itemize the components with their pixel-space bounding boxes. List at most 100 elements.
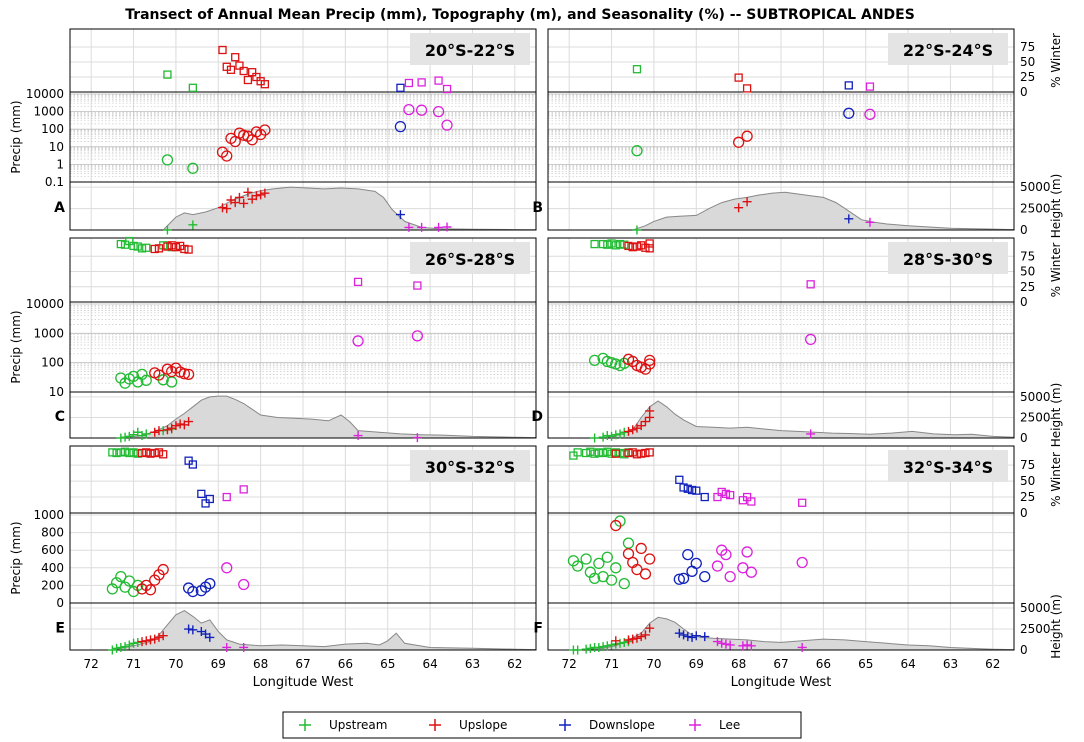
height-marker-upstream xyxy=(120,642,130,652)
height-marker-upslope xyxy=(171,421,181,431)
legend-marker-upslope xyxy=(429,719,441,731)
precip-tick-label: 0 xyxy=(56,596,64,610)
height-marker-upslope xyxy=(742,197,752,207)
winter-marker-downslope xyxy=(683,484,692,493)
x-tick-label: 70 xyxy=(168,657,183,671)
height-marker-lee xyxy=(746,641,756,651)
height-marker-downslope xyxy=(395,210,405,220)
height-marker-upslope xyxy=(154,632,164,642)
precip-marker-upstream xyxy=(580,553,592,565)
height-marker-upslope xyxy=(239,198,249,208)
panel-letter: B xyxy=(532,200,543,216)
winter-marker-upslope xyxy=(163,242,172,251)
x-tick-label: 65 xyxy=(380,657,395,671)
height-marker-upstream xyxy=(598,432,608,442)
winter-marker-downslope xyxy=(679,483,688,492)
precip-marker-downslope xyxy=(690,557,702,570)
precip-marker-upslope xyxy=(238,129,250,141)
winter-marker-upstream xyxy=(586,447,595,456)
winter-marker-upslope xyxy=(142,448,151,457)
precip-marker-downslope xyxy=(673,573,685,585)
panel-e: 30°S-32°S E 1000 800 600 400 200 0 Precip (mm) 72… xyxy=(9,445,537,690)
winter-marker-lee xyxy=(806,280,815,289)
panel-frame xyxy=(69,237,537,439)
terrain-profile xyxy=(548,191,1015,231)
x-tick-label: 66 xyxy=(338,657,353,671)
height-marker-downslope xyxy=(700,632,710,642)
height-marker-lee xyxy=(797,642,807,652)
precip-marker-upslope xyxy=(216,146,229,158)
panel-letter: E xyxy=(55,621,65,637)
height-marker-upslope xyxy=(611,636,621,646)
height-marker-upstream xyxy=(107,645,117,655)
winter-marker-upstream xyxy=(163,70,172,79)
winter-marker-upstream xyxy=(620,450,629,459)
precip-marker-upslope xyxy=(610,519,622,532)
winter-marker-downslope xyxy=(396,83,405,92)
winter-tick-label: 50 xyxy=(1020,55,1035,69)
winter-marker-upslope xyxy=(231,53,240,62)
precip-tick-label: 1000 xyxy=(33,326,64,340)
height-marker-upstream xyxy=(611,430,621,440)
winter-marker-upstream xyxy=(590,449,599,458)
precip-marker-lee xyxy=(415,104,428,116)
winter-marker-lee xyxy=(417,78,426,87)
winter-marker-upstream xyxy=(133,242,142,251)
height-marker-upstream xyxy=(188,220,198,230)
height-marker-upslope xyxy=(632,633,642,643)
x-tick-label: 67 xyxy=(295,657,310,671)
precip-marker-lee xyxy=(238,578,250,591)
winter-marker-upslope xyxy=(235,61,244,70)
precip-marker-lee xyxy=(805,333,817,346)
height-marker-upslope xyxy=(251,191,261,201)
precip-marker-downslope xyxy=(204,577,216,590)
panel-letter: D xyxy=(531,409,543,425)
height-marker-downslope xyxy=(205,632,215,642)
precip-marker-upstream xyxy=(119,377,131,389)
winter-marker-upstream xyxy=(120,240,130,249)
height-marker-upslope xyxy=(150,427,160,437)
x-tick-label: 69 xyxy=(689,657,704,671)
height-marker-upslope xyxy=(623,635,633,645)
height-marker-upstream xyxy=(137,431,147,441)
legend-label-downslope: Downslope xyxy=(589,718,655,732)
winter-marker-upslope xyxy=(637,241,646,250)
winter-marker-upstream xyxy=(594,448,603,457)
legend-marker-downslope xyxy=(559,719,571,731)
height-marker-upstream xyxy=(590,433,600,443)
winter-marker-downslope xyxy=(700,492,709,502)
winter-marker-upslope xyxy=(239,66,248,76)
x-tick-label: 64 xyxy=(900,657,915,671)
height-marker-downslope xyxy=(188,625,198,635)
precip-marker-upslope xyxy=(144,584,157,596)
x-tick-label: 64 xyxy=(422,657,437,671)
precip-marker-lee xyxy=(441,119,453,131)
panel-letter: A xyxy=(54,200,65,216)
winter-marker-upstream xyxy=(116,239,125,249)
height-marker-lee xyxy=(353,431,363,441)
height-marker-lee xyxy=(442,222,452,232)
precip-tick-label: 600 xyxy=(41,543,64,557)
x-axis-title: Longitude West xyxy=(253,675,354,690)
winter-marker-lee xyxy=(742,492,752,502)
height-marker-upslope xyxy=(137,637,147,647)
winter-marker-lee xyxy=(434,76,443,85)
precip-marker-upstream xyxy=(601,355,613,368)
winter-tick-label: 0 xyxy=(1020,85,1028,99)
winter-marker-upslope xyxy=(243,75,253,85)
terrain-profile xyxy=(548,616,1015,651)
precip-marker-upstream xyxy=(631,145,643,157)
winter-marker-lee xyxy=(442,84,452,94)
precip-marker-lee xyxy=(724,570,736,583)
height-marker-upslope xyxy=(640,630,650,640)
height-marker-upstream xyxy=(602,641,612,651)
winter-marker-upslope xyxy=(641,243,650,252)
height-marker-upslope xyxy=(222,204,232,214)
precip-marker-upslope xyxy=(157,563,169,576)
precip-marker-upslope xyxy=(153,369,165,381)
height-marker-upslope xyxy=(636,632,646,642)
precip-marker-upstream xyxy=(618,577,630,590)
winter-marker-upstream xyxy=(112,448,121,458)
height-marker-upstream xyxy=(607,640,617,650)
